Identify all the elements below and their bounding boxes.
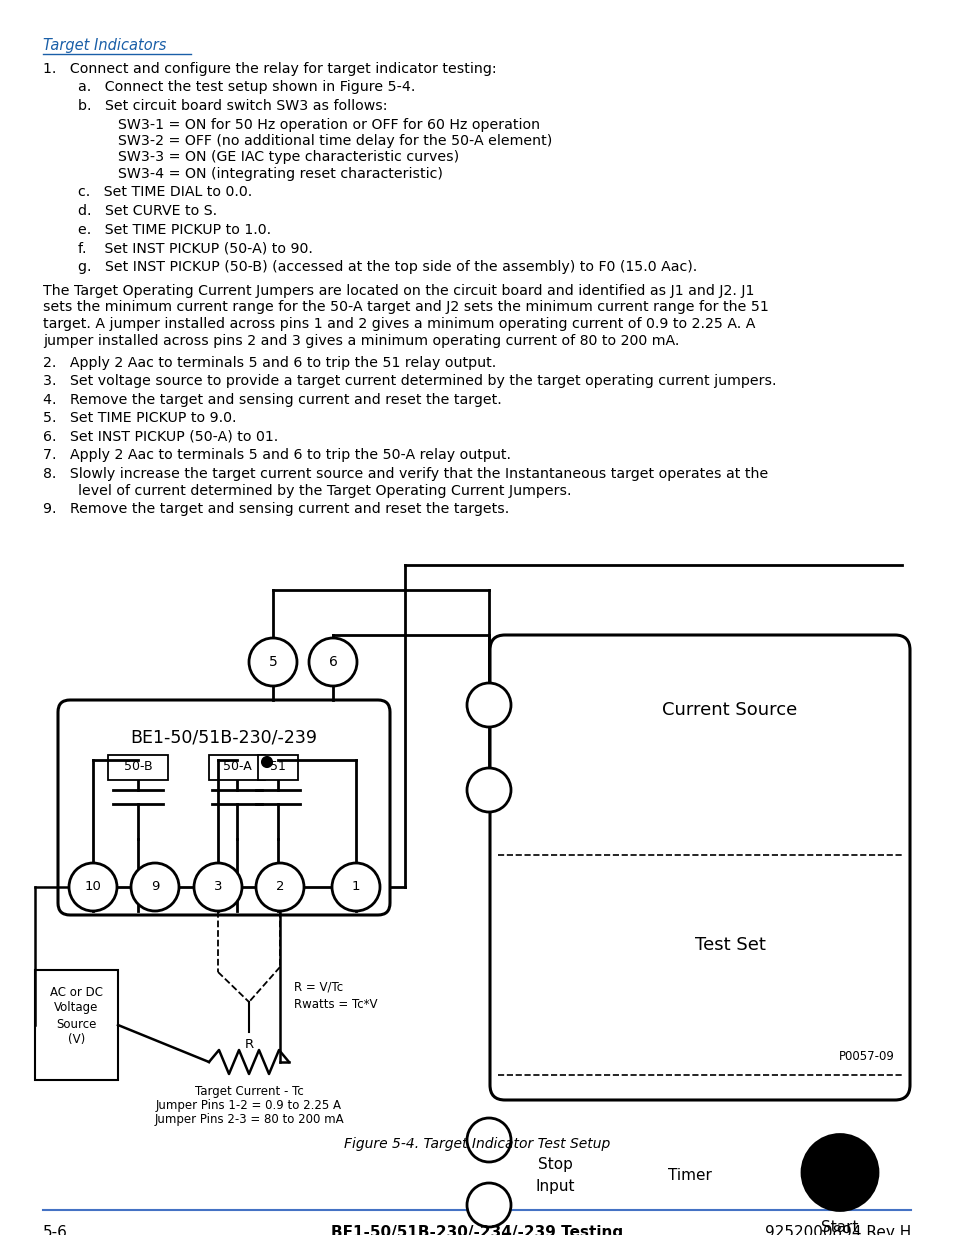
Text: Input: Input xyxy=(535,1179,574,1194)
Text: 1: 1 xyxy=(352,881,360,893)
Circle shape xyxy=(467,683,511,727)
Text: 8.   Slowly increase the target current source and verify that the Instantaneous: 8. Slowly increase the target current so… xyxy=(43,467,767,480)
Text: 9252000894 Rev H: 9252000894 Rev H xyxy=(764,1225,910,1235)
Text: b.   Set circuit board switch SW3 as follows:: b. Set circuit board switch SW3 as follo… xyxy=(78,99,387,112)
Text: Target Indicators: Target Indicators xyxy=(43,38,166,53)
Text: BE1-50/51B-230/-234/-239 Testing: BE1-50/51B-230/-234/-239 Testing xyxy=(331,1225,622,1235)
Text: 3.   Set voltage source to provide a target current determined by the target ope: 3. Set voltage source to provide a targe… xyxy=(43,374,776,389)
Text: Stop: Stop xyxy=(537,1157,572,1172)
Text: 1.   Connect and configure the relay for target indicator testing:: 1. Connect and configure the relay for t… xyxy=(43,62,497,77)
Text: 50-A: 50-A xyxy=(222,761,251,773)
Text: 2: 2 xyxy=(275,881,284,893)
Text: 6: 6 xyxy=(328,655,337,669)
Text: SW3-4 = ON (integrating reset characteristic): SW3-4 = ON (integrating reset characteri… xyxy=(118,167,442,182)
Text: f.    Set INST PICKUP (50-A) to 90.: f. Set INST PICKUP (50-A) to 90. xyxy=(78,241,313,254)
Text: P0057-09: P0057-09 xyxy=(839,1051,894,1063)
Text: Test Set: Test Set xyxy=(694,936,764,953)
Text: R: R xyxy=(244,1039,253,1051)
Text: Figure 5-4. Target Indicator Test Setup: Figure 5-4. Target Indicator Test Setup xyxy=(343,1137,610,1151)
Text: jumper installed across pins 2 and 3 gives a minimum operating current of 80 to : jumper installed across pins 2 and 3 giv… xyxy=(43,333,679,347)
Text: SW3-3 = ON (GE IAC type characteristic curves): SW3-3 = ON (GE IAC type characteristic c… xyxy=(118,151,458,164)
Text: g.   Set INST PICKUP (50-B) (accessed at the top side of the assembly) to F0 (15: g. Set INST PICKUP (50-B) (accessed at t… xyxy=(78,259,697,273)
Text: Rwatts = Tc*V: Rwatts = Tc*V xyxy=(294,999,377,1011)
Text: Start: Start xyxy=(821,1220,858,1235)
Text: (V): (V) xyxy=(68,1034,85,1046)
Text: e.   Set TIME PICKUP to 1.0.: e. Set TIME PICKUP to 1.0. xyxy=(78,222,271,236)
Text: 10: 10 xyxy=(85,881,101,893)
Text: The Target Operating Current Jumpers are located on the circuit board and identi: The Target Operating Current Jumpers are… xyxy=(43,284,754,298)
Text: Jumper Pins 2-3 = 80 to 200 mA: Jumper Pins 2-3 = 80 to 200 mA xyxy=(154,1114,343,1126)
Circle shape xyxy=(255,863,304,911)
Text: 3: 3 xyxy=(213,881,222,893)
Circle shape xyxy=(309,638,356,685)
Text: Current Source: Current Source xyxy=(661,701,797,719)
Text: AC or DC: AC or DC xyxy=(50,986,103,999)
Text: SW3-2 = OFF (no additional time delay for the 50-A element): SW3-2 = OFF (no additional time delay fo… xyxy=(118,135,552,148)
Text: 7.   Apply 2 Aac to terminals 5 and 6 to trip the 50-A relay output.: 7. Apply 2 Aac to terminals 5 and 6 to t… xyxy=(43,448,511,462)
Text: Target Current - Tc: Target Current - Tc xyxy=(194,1086,303,1098)
Text: 50-B: 50-B xyxy=(124,761,152,773)
Text: SW3-1 = ON for 50 Hz operation or OFF for 60 Hz operation: SW3-1 = ON for 50 Hz operation or OFF fo… xyxy=(118,117,539,131)
Text: c.   Set TIME DIAL to 0.0.: c. Set TIME DIAL to 0.0. xyxy=(78,185,252,200)
Circle shape xyxy=(193,863,242,911)
Circle shape xyxy=(467,768,511,811)
Text: 5: 5 xyxy=(269,655,277,669)
Circle shape xyxy=(467,1183,511,1228)
FancyBboxPatch shape xyxy=(58,700,390,915)
Circle shape xyxy=(467,1118,511,1162)
Text: 9.   Remove the target and sensing current and reset the targets.: 9. Remove the target and sensing current… xyxy=(43,501,509,516)
FancyBboxPatch shape xyxy=(490,635,909,1100)
Text: 4.   Remove the target and sensing current and reset the target.: 4. Remove the target and sensing current… xyxy=(43,393,501,408)
Text: Jumper Pins 1-2 = 0.9 to 2.25 A: Jumper Pins 1-2 = 0.9 to 2.25 A xyxy=(156,1099,341,1113)
Text: Source: Source xyxy=(56,1018,96,1030)
Text: 5.   Set TIME PICKUP to 9.0.: 5. Set TIME PICKUP to 9.0. xyxy=(43,411,236,426)
Text: d.   Set CURVE to S.: d. Set CURVE to S. xyxy=(78,204,217,219)
Text: 9: 9 xyxy=(151,881,159,893)
Text: 5-6: 5-6 xyxy=(43,1225,68,1235)
Circle shape xyxy=(69,863,117,911)
Bar xyxy=(108,755,168,781)
Text: sets the minimum current range for the 50-A target and J2 sets the minimum curre: sets the minimum current range for the 5… xyxy=(43,300,768,315)
Bar xyxy=(257,755,297,781)
Circle shape xyxy=(249,638,296,685)
Text: level of current determined by the Target Operating Current Jumpers.: level of current determined by the Targe… xyxy=(78,483,571,498)
Text: a.   Connect the test setup shown in Figure 5-4.: a. Connect the test setup shown in Figur… xyxy=(78,80,415,95)
Text: 6.   Set INST PICKUP (50-A) to 01.: 6. Set INST PICKUP (50-A) to 01. xyxy=(43,430,278,445)
Circle shape xyxy=(801,1135,877,1210)
Circle shape xyxy=(262,757,272,767)
Text: target. A jumper installed across pins 1 and 2 gives a minimum operating current: target. A jumper installed across pins 1… xyxy=(43,317,755,331)
Circle shape xyxy=(332,863,379,911)
Text: BE1-50/51B-230/-239: BE1-50/51B-230/-239 xyxy=(131,729,317,747)
Text: R = V/Tc: R = V/Tc xyxy=(294,981,343,993)
Bar xyxy=(209,755,265,781)
Bar xyxy=(35,969,118,1079)
Text: Voltage: Voltage xyxy=(54,1002,98,1014)
Circle shape xyxy=(131,863,179,911)
Text: 51: 51 xyxy=(270,761,286,773)
Text: 2.   Apply 2 Aac to terminals 5 and 6 to trip the 51 relay output.: 2. Apply 2 Aac to terminals 5 and 6 to t… xyxy=(43,356,496,370)
Text: Timer: Timer xyxy=(667,1168,711,1183)
